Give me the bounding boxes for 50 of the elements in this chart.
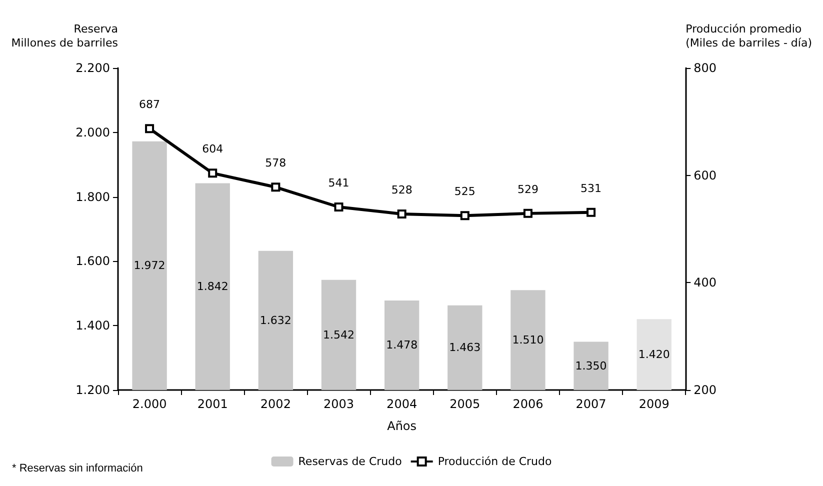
y-tick-label: 2.200 (76, 61, 110, 75)
y-tick-label: 2.000 (76, 125, 110, 140)
data-label: 531 (580, 182, 602, 195)
data-label: 1.972 (134, 259, 166, 272)
y2-tick-label: 200 (694, 383, 717, 397)
data-label: 1.632 (260, 314, 292, 327)
data-label: 1.510 (512, 334, 544, 347)
data-label: 528 (391, 183, 412, 196)
y2-tick-label: 800 (694, 61, 717, 75)
y-tick-label: 1.800 (76, 190, 110, 204)
x-tick-label: 2009 (638, 397, 670, 411)
point (397, 209, 406, 218)
data-label: 1.542 (323, 328, 354, 342)
text: * Reservas sin información (12, 462, 143, 474)
point (523, 208, 532, 218)
y-tick-label: 1.600 (76, 254, 110, 268)
y2-tick-label: 400 (694, 276, 717, 290)
data-label: 687 (139, 98, 160, 112)
data-label: 541 (328, 176, 350, 190)
y-axis-title: Reserva Millones de barriles (11, 22, 118, 50)
data-label: 529 (517, 182, 538, 196)
x-tick-label: 2006 (512, 397, 544, 411)
point (271, 182, 280, 192)
legend-label: Reservas de Crudo (298, 455, 402, 468)
data-label: 525 (454, 185, 476, 198)
legend-label: Producción de Crudo (438, 455, 552, 468)
x-tick-label: 2004 (386, 397, 418, 411)
data-label: 604 (202, 142, 224, 156)
point (145, 124, 154, 134)
point (586, 208, 596, 217)
x-tick-label: 2002 (260, 397, 291, 411)
x-tick-label: 2003 (323, 397, 354, 411)
y2-tick-label: 600 (694, 168, 717, 182)
point (460, 211, 470, 220)
y-tick-label: 1.200 (76, 383, 110, 397)
data-label: 1.478 (386, 338, 418, 352)
data-label: 1.463 (449, 341, 481, 354)
x-tick-label: 2007 (576, 397, 606, 411)
x-tick-label: 2005 (450, 397, 480, 411)
data-label: 1.842 (196, 280, 228, 294)
x-axis-title: Años (387, 419, 417, 433)
y-tick-label: 1.400 (76, 318, 110, 333)
x-tick-label: 2001 (197, 397, 228, 411)
point (208, 168, 218, 178)
point (334, 202, 344, 212)
y2-axis-title: Producción promedio (Miles de barriles - día) (686, 22, 812, 50)
data-label: 1.350 (575, 359, 607, 372)
x-tick-label: 2.000 (132, 397, 167, 411)
data-label: 578 (265, 156, 286, 170)
data-label: 1.420 (638, 348, 670, 362)
